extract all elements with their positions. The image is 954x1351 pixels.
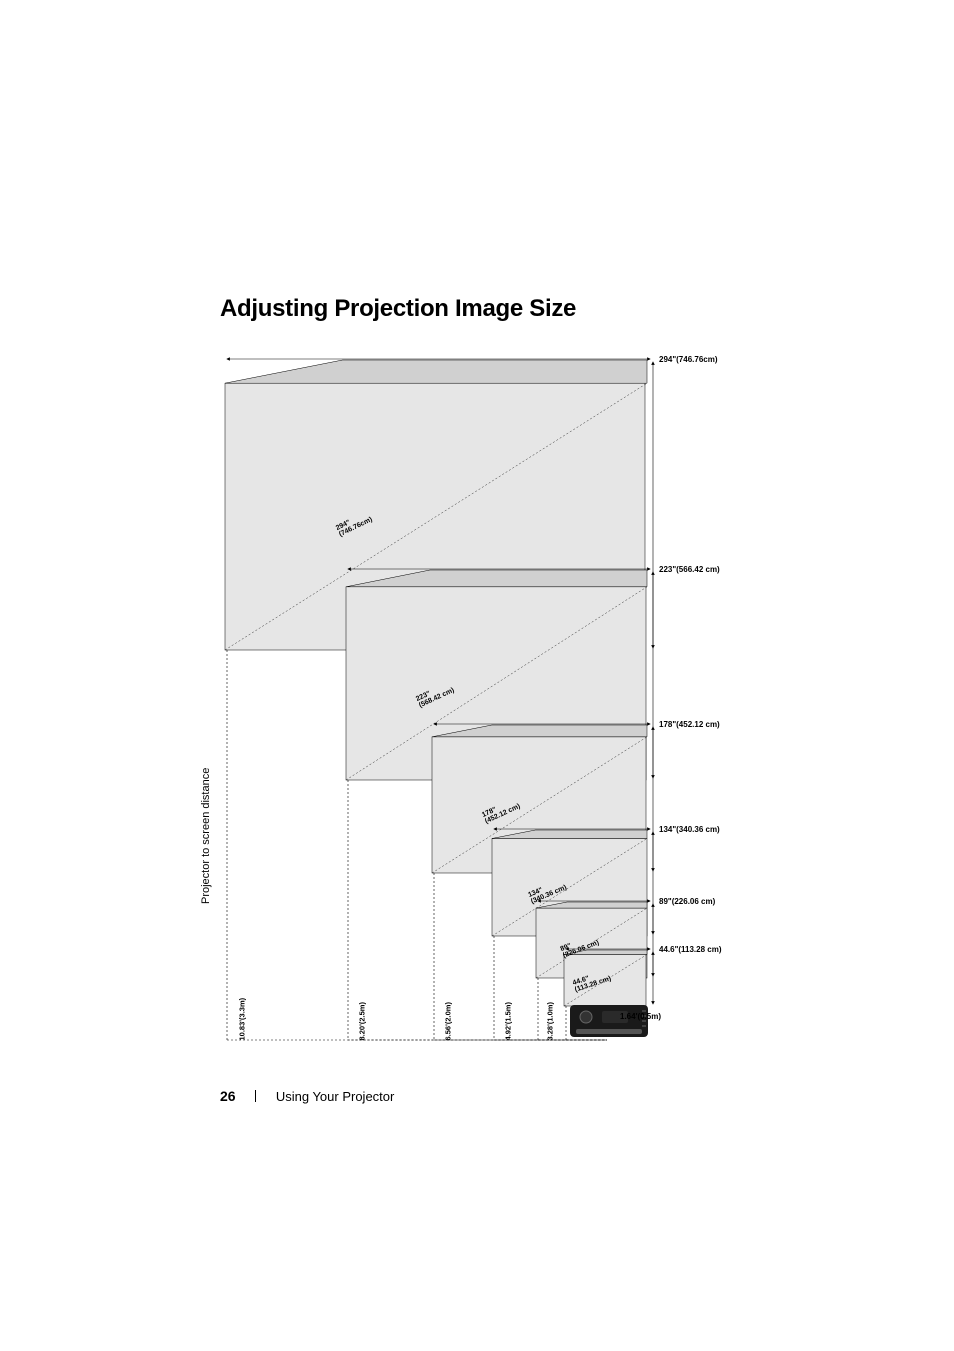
projector-distance-label: 8.20'(2.5m) (358, 1002, 367, 1040)
projection-size-diagram: 294"(746.76cm)294"(746.76cm)10.83'(3.3m)… (220, 350, 740, 1030)
page-title: Adjusting Projection Image Size (220, 295, 576, 323)
screen-width-label: 178"(452.12 cm) (659, 720, 720, 729)
axis-label: Projector to screen distance (200, 768, 212, 904)
projector-distance-label: 10.83'(3.3m) (238, 998, 247, 1041)
screen-width-label: 223"(566.42 cm) (659, 565, 720, 574)
screen-width-label: 89"(226.06 cm) (659, 897, 715, 906)
projector-distance-label: 3.28'(1.0m) (546, 1002, 555, 1040)
projector-distance-label: 1.64'(0.5m) (620, 1012, 661, 1021)
page-number: 26 (220, 1088, 236, 1104)
screen-width-label: 44.6"(113.28 cm) (659, 945, 722, 954)
page-footer: 26 Using Your Projector (220, 1088, 394, 1104)
projector-distance-label: 6.56'(2.0m) (444, 1002, 453, 1040)
footer-text: Using Your Projector (276, 1089, 395, 1104)
projector-distance-label: 4.92'(1.5m) (504, 1002, 513, 1040)
screen-width-label: 294"(746.76cm) (659, 355, 718, 364)
screen-width-label: 134"(340.36 cm) (659, 825, 720, 834)
footer-divider (255, 1090, 256, 1102)
